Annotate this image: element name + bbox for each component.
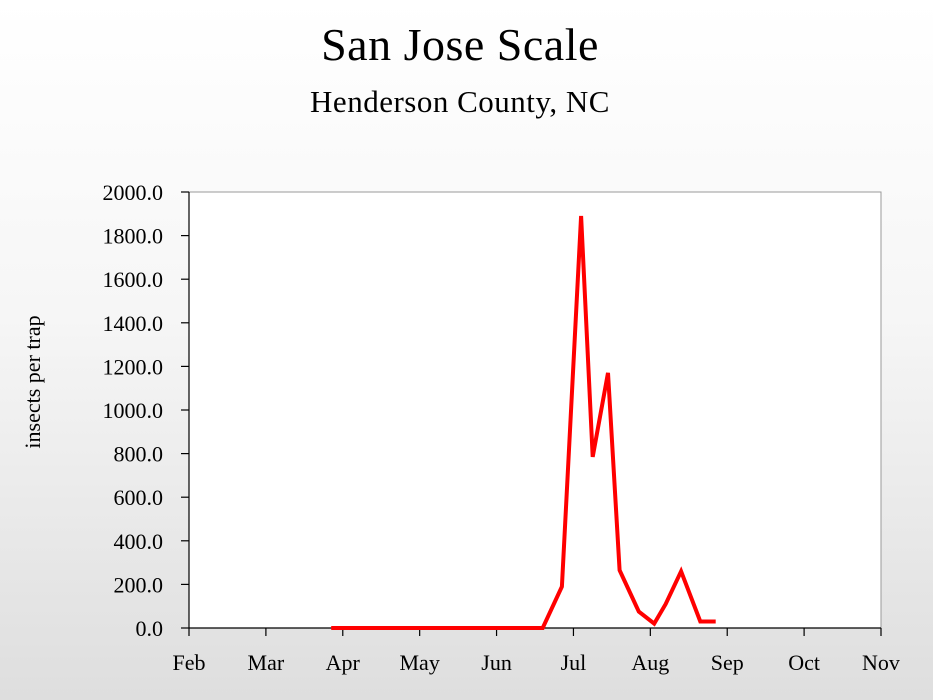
y-tick-label: 1800.0 xyxy=(103,224,164,249)
y-tick-label: 1000.0 xyxy=(103,398,164,423)
y-tick-label: 1400.0 xyxy=(103,311,164,336)
x-tick-label: Aug xyxy=(631,650,669,675)
y-tick-label: 0.0 xyxy=(136,616,164,641)
y-tick-label: 400.0 xyxy=(114,529,164,554)
y-tick-label: 200.0 xyxy=(114,572,164,597)
y-tick-label: 600.0 xyxy=(114,485,164,510)
y-tick-label: 1200.0 xyxy=(103,354,164,379)
y-tick-label: 1600.0 xyxy=(103,267,164,292)
x-tick-label: Feb xyxy=(173,650,206,675)
chart-subtitle: Henderson County, NC xyxy=(310,84,610,119)
x-tick-label: Sep xyxy=(711,650,744,675)
y-axis-title: insects per trap xyxy=(20,315,45,448)
y-tick-label: 800.0 xyxy=(114,442,164,467)
x-tick-label: May xyxy=(400,650,440,675)
x-tick-label: Jul xyxy=(561,650,587,675)
x-tick-label: Oct xyxy=(788,650,820,675)
y-axis: 0.0 200.0 400.0 600.0 800.0 1000.0 1200.0 1400.… xyxy=(103,180,190,641)
x-axis: Feb Mar Apr May Jun Jul Aug Sep Oct Nov xyxy=(173,627,900,675)
series-layer xyxy=(331,215,716,630)
plot-area xyxy=(188,191,882,629)
y-tick-label: 2000.0 xyxy=(103,180,164,205)
chart-title: San Jose Scale xyxy=(321,19,599,70)
x-tick-label: Nov xyxy=(862,650,900,675)
series-line xyxy=(331,215,716,630)
x-tick-label: Jun xyxy=(481,650,512,675)
x-tick-label: Mar xyxy=(248,650,285,675)
x-tick-label: Apr xyxy=(326,650,361,675)
